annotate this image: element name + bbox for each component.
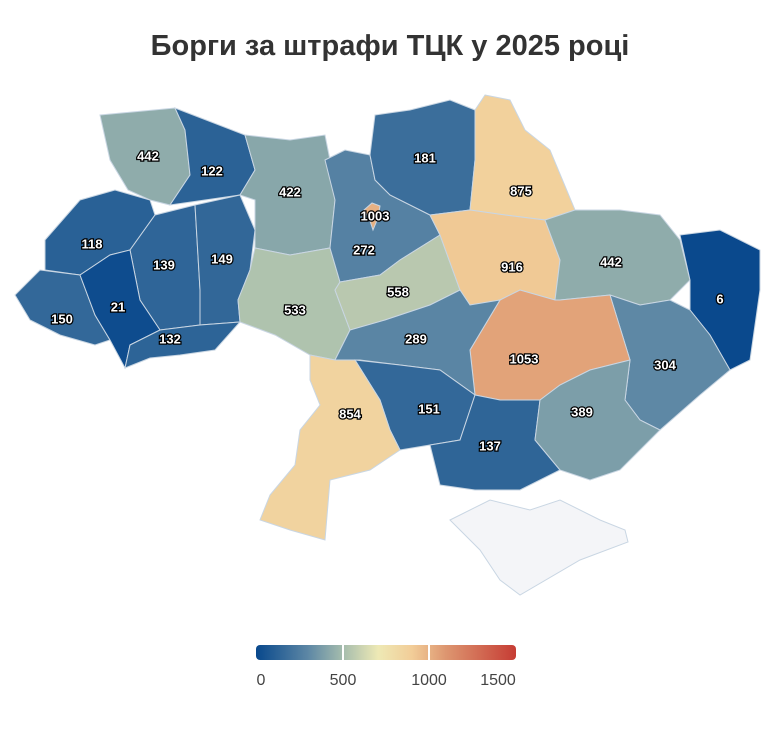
value-label: 1053 xyxy=(510,351,539,366)
region-luhansk[interactable] xyxy=(679,229,761,371)
value-label: 151 xyxy=(418,401,440,416)
value-label: 389 xyxy=(571,404,593,419)
region-sumy[interactable] xyxy=(469,94,576,221)
legend-tick: 1000 xyxy=(411,672,447,689)
value-label: 272 xyxy=(353,242,375,257)
chart-title: Борги за штрафи ТЦК у 2025 році xyxy=(150,30,630,62)
value-label: 916 xyxy=(501,259,523,274)
value-label: 118 xyxy=(82,236,103,251)
legend-tick: 1500 xyxy=(480,672,516,689)
value-label: 149 xyxy=(211,251,233,266)
value-label: 1003 xyxy=(361,208,390,223)
value-label: 139 xyxy=(153,257,175,272)
value-label: 533 xyxy=(284,302,306,317)
value-label: 442 xyxy=(600,254,622,269)
region-kyiv-city[interactable] xyxy=(363,202,381,232)
value-label: 21 xyxy=(111,299,125,314)
color-scale-bar xyxy=(256,645,516,660)
value-label: 150 xyxy=(51,311,73,326)
region-zaporizhzhia[interactable] xyxy=(534,359,661,481)
legend-tick: 500 xyxy=(329,672,357,689)
value-label: 875 xyxy=(510,183,532,198)
value-label: 854 xyxy=(339,406,361,421)
color-legend: 0 500 1000 1500 xyxy=(256,645,516,689)
value-label: 132 xyxy=(159,331,181,346)
value-label: 137 xyxy=(479,438,501,453)
value-label: 289 xyxy=(405,331,427,346)
legend-divider xyxy=(341,645,344,660)
value-label: 181 xyxy=(414,150,436,165)
region-crimea[interactable] xyxy=(449,499,629,596)
value-label: 122 xyxy=(201,163,223,178)
value-label: 558 xyxy=(387,284,409,299)
legend-tick: 0 xyxy=(256,672,266,689)
value-label: 304 xyxy=(654,357,676,372)
value-label: 422 xyxy=(279,184,301,199)
value-label: 6 xyxy=(716,291,723,306)
value-label: 442 xyxy=(137,148,159,163)
legend-divider xyxy=(427,645,430,660)
region-odesa[interactable] xyxy=(259,354,401,541)
